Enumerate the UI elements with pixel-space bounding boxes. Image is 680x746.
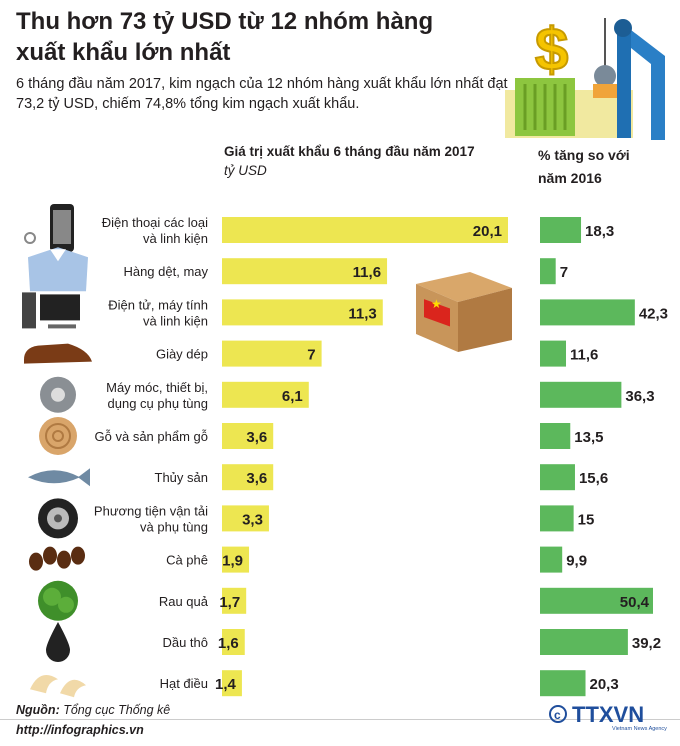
growth-bar bbox=[540, 299, 635, 326]
value-label: 11,3 bbox=[348, 305, 376, 322]
fish-icon bbox=[28, 468, 90, 487]
growth-bar bbox=[540, 340, 567, 367]
coffee-icon bbox=[29, 546, 85, 571]
growth-bar bbox=[540, 505, 574, 532]
export-chart: Điện thoại các loại và linh kiện 20,1 18,3 H… bbox=[22, 204, 668, 698]
category-label: Máy móc, thiết bị, dụng cụ phụ tùng bbox=[106, 380, 208, 411]
value-bar bbox=[222, 381, 309, 408]
value-label: 1,4 bbox=[215, 676, 237, 693]
growth-bar bbox=[540, 423, 571, 449]
growth-bar bbox=[540, 670, 586, 697]
category-label: Phương tiện vận tải và phụ tùng bbox=[94, 503, 208, 534]
value-bar bbox=[222, 587, 247, 614]
growth-label: 15,6 bbox=[579, 470, 608, 487]
category-label: Dầu thô bbox=[162, 635, 208, 650]
tire-icon bbox=[38, 498, 78, 539]
growth-label: 20,3 bbox=[590, 676, 619, 693]
subtitle: 6 tháng đầu năm 2017, kim ngạch của 12 n… bbox=[16, 76, 508, 112]
category-label: Điện tử, máy tính và linh kiện bbox=[108, 297, 208, 328]
phone-icon bbox=[24, 204, 74, 252]
value-label: 6,1 bbox=[282, 388, 303, 405]
growth-label: 36,3 bbox=[625, 388, 654, 405]
growth-label: 18,3 bbox=[585, 223, 614, 240]
value-bar bbox=[222, 629, 245, 655]
page-title: Thu hơn 73 tỷ USD từ 12 nhóm hàng xuất k… bbox=[16, 8, 434, 66]
growth-label: 39,2 bbox=[632, 635, 661, 652]
source-value: Tổng cục Thống kê bbox=[63, 703, 171, 717]
source-url: http://infographics.vn bbox=[16, 723, 144, 737]
growth-chart-title: % tăng so với năm 2016 bbox=[538, 144, 630, 190]
value-label: 3,3 bbox=[242, 511, 263, 528]
ttxvn-logo: c TTXVN Vietnam News Agency bbox=[549, 702, 667, 732]
growth-bar bbox=[540, 258, 556, 285]
svg-text:$: $ bbox=[535, 16, 568, 83]
wood-icon bbox=[39, 417, 77, 455]
growth-title-line1: % tăng so với bbox=[538, 147, 630, 163]
growth-bar bbox=[540, 464, 575, 491]
growth-label: 9,9 bbox=[566, 553, 587, 570]
category-label: Hàng dệt, may bbox=[123, 264, 208, 279]
value-label: 3,6 bbox=[246, 429, 267, 446]
growth-label: 13,5 bbox=[574, 429, 603, 446]
category-label: Cà phê bbox=[166, 553, 208, 568]
shoe-icon bbox=[24, 343, 92, 364]
export-illustration: $ bbox=[505, 15, 665, 140]
value-label: 1,7 bbox=[219, 594, 240, 611]
growth-label: 11,6 bbox=[570, 347, 598, 364]
growth-label: 50,4 bbox=[620, 594, 650, 611]
source-note: Nguồn: Tổng cục Thống kê bbox=[16, 703, 170, 717]
export-box-illustration: ★ bbox=[416, 272, 512, 352]
source-label: Nguồn: bbox=[16, 703, 60, 717]
growth-bar bbox=[540, 629, 628, 655]
category-label: Gỗ và sản phẩm gỗ bbox=[95, 429, 208, 444]
growth-bar bbox=[540, 217, 582, 243]
value-chart-unit: tỷ USD bbox=[224, 163, 267, 178]
footer-divider bbox=[0, 719, 680, 720]
value-label: 11,6 bbox=[353, 264, 381, 281]
value-label: 1,9 bbox=[222, 553, 243, 570]
gear-icon bbox=[40, 376, 76, 413]
agency-subtitle: Vietnam News Agency bbox=[612, 726, 667, 732]
shirt-icon bbox=[28, 247, 88, 292]
cashew-icon bbox=[30, 674, 86, 698]
value-bar bbox=[222, 258, 388, 285]
oil-icon bbox=[46, 622, 70, 662]
category-label: Giày dép bbox=[156, 347, 208, 362]
value-bar bbox=[222, 299, 383, 326]
growth-bar bbox=[540, 546, 563, 573]
value-bar bbox=[222, 670, 242, 697]
value-bar bbox=[222, 464, 274, 491]
vegetable-icon bbox=[38, 580, 78, 621]
value-chart-title: Giá trị xuất khẩu 6 tháng đầu năm 2017 bbox=[224, 144, 475, 159]
category-label: Điện thoại các loại và linh kiện bbox=[102, 215, 208, 246]
growth-label: 15 bbox=[578, 511, 595, 528]
computer-icon bbox=[22, 292, 80, 329]
growth-title-line2: năm 2016 bbox=[538, 170, 602, 186]
value-bar bbox=[222, 546, 250, 573]
value-label: 20,1 bbox=[473, 223, 502, 240]
value-label: 3,6 bbox=[246, 470, 267, 487]
value-bar bbox=[222, 505, 269, 532]
growth-bar bbox=[540, 381, 622, 408]
agency-name: TTXVN bbox=[572, 702, 644, 727]
value-bar bbox=[222, 423, 274, 449]
svg-text:★: ★ bbox=[431, 297, 442, 311]
growth-bar bbox=[540, 587, 653, 614]
growth-label: 7 bbox=[560, 264, 568, 281]
category-label: Rau quả bbox=[159, 594, 209, 609]
value-bar bbox=[222, 340, 322, 367]
value-label: 7 bbox=[307, 347, 315, 364]
value-bar bbox=[222, 217, 508, 243]
category-label: Hạt điều bbox=[160, 676, 208, 691]
value-label: 1,6 bbox=[218, 635, 239, 652]
growth-label: 42,3 bbox=[639, 305, 668, 322]
category-label: Thủy sản bbox=[155, 470, 208, 485]
svg-text:c: c bbox=[554, 708, 561, 722]
